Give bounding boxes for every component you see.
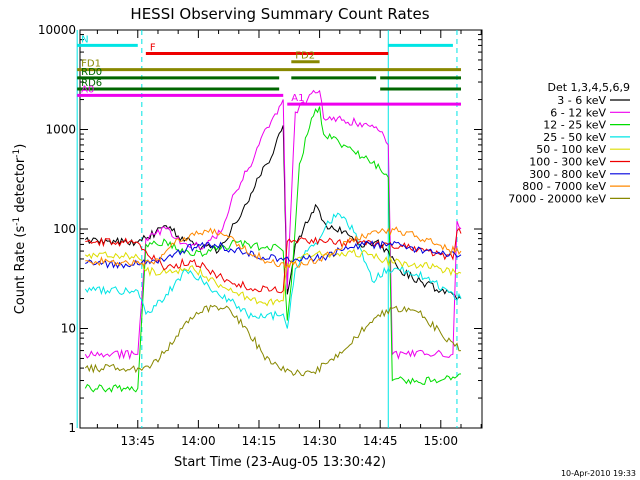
series-line	[84, 212, 462, 329]
legend-entry-label: 800 - 7000 keV	[522, 180, 606, 193]
series-line	[85, 227, 462, 294]
y-label-sup-2: -1	[12, 149, 22, 158]
series-line	[84, 89, 462, 361]
flag-bar-label: FD1	[81, 59, 101, 70]
flag-bar-label: RD0	[81, 67, 102, 78]
flag-bar-label: N	[81, 34, 88, 45]
flag-bar-label: RD6	[81, 78, 102, 89]
x-axis-label: Start Time (23-Aug-05 13:30:42)	[174, 455, 386, 470]
flag-bar-label: A1	[291, 93, 304, 104]
series-line	[84, 248, 462, 307]
flag-bar-label: A0	[81, 84, 94, 95]
y-tick-label: 1	[68, 421, 76, 435]
x-tick-label: 15:00	[423, 434, 458, 448]
series-line	[84, 304, 462, 377]
y-tick-label: 10000	[38, 23, 76, 37]
legend-entry-label: 7000 - 20000 keV	[508, 192, 606, 205]
series-line	[85, 226, 462, 269]
legend-entry-label: 12 - 25 keV	[543, 119, 606, 132]
legend-entry-label: 25 - 50 keV	[543, 131, 606, 144]
flag-bar-label: F	[150, 43, 156, 54]
legend-title: Det 1,3,4,5,6,9	[547, 81, 630, 94]
y-label-end: )	[13, 144, 28, 149]
footer-date: 10-Apr-2010 19:33	[561, 469, 636, 478]
legend-entry-label: 100 - 300 keV	[529, 156, 606, 169]
series-line	[84, 106, 462, 393]
legend-entry-label: 6 - 12 keV	[550, 106, 606, 119]
legend-entry-label: 50 - 100 keV	[536, 143, 606, 156]
y-axis-label: Count Rate (s-1 detector-1)	[12, 144, 28, 315]
legend-entry-label: 300 - 800 keV	[529, 168, 606, 181]
series-lines	[84, 89, 462, 393]
x-tick-label: 14:30	[302, 434, 337, 448]
y-tick-label: 100	[53, 222, 76, 236]
y-label-mid: detector	[13, 157, 28, 217]
x-tick-label: 14:15	[242, 434, 277, 448]
x-tick-label: 14:00	[181, 434, 216, 448]
y-tick-label: 10	[61, 322, 76, 336]
y-tick-label: 1000	[45, 123, 76, 137]
chart-title: HESSI Observing Summary Count Rates	[130, 5, 429, 23]
legend-entry-label: 3 - 6 keV	[557, 94, 606, 107]
x-tick-label: 13:45	[120, 434, 155, 448]
flag-bar-label: FD2	[295, 51, 315, 62]
y-label-main: Count Rate (s	[13, 226, 28, 315]
x-tick-label: 14:45	[363, 434, 398, 448]
y-label-sup-1: -1	[12, 217, 22, 226]
axis-ticks: 13:45 14:00 14:15 14:30 14:45 15:00 1 10 100 1000…	[38, 23, 482, 448]
